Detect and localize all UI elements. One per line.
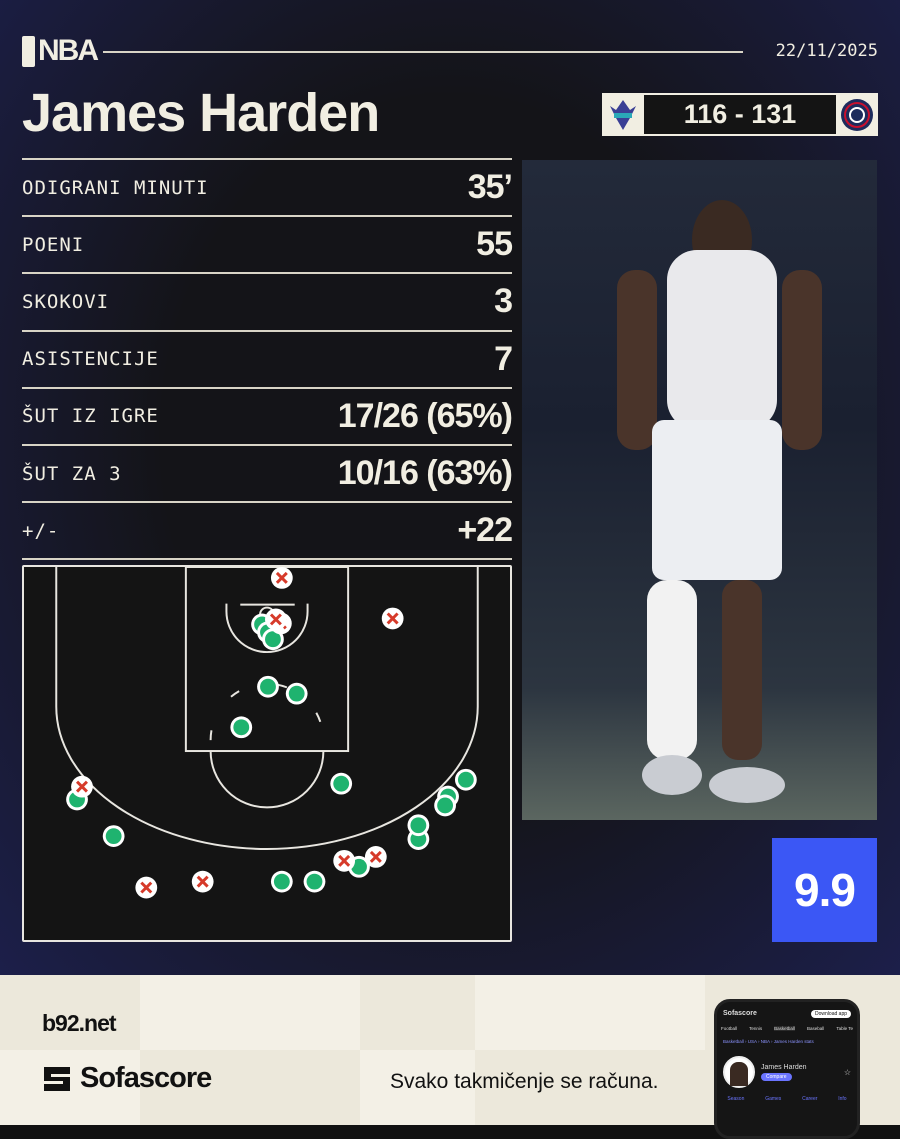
phone-subtab[interactable]: Season: [727, 1096, 745, 1102]
stat-value: 7: [494, 339, 513, 378]
stat-value: 17/26 (65%): [337, 396, 513, 435]
shot-made: [270, 870, 293, 893]
phone-subtab[interactable]: Info: [838, 1096, 847, 1102]
player-name: James Harden: [22, 83, 380, 143]
download-app-button[interactable]: Download app: [811, 1010, 851, 1018]
stat-row: +/- +22: [22, 501, 513, 558]
compare-button[interactable]: Compare: [761, 1073, 792, 1081]
three-point-line: [55, 567, 479, 850]
shot-made: [303, 870, 326, 893]
stats-table: ODIGRANI MINUTI 35’ POENI 55 SKOKOVI 3 ASISTEN…: [22, 158, 513, 561]
shot-missed: [333, 849, 356, 872]
stat-label: SKOKOVI: [22, 290, 110, 313]
phone-sport-tab[interactable]: Football: [721, 1026, 738, 1031]
shot-missed: [191, 870, 214, 893]
phone-subtab[interactable]: Games: [765, 1096, 782, 1102]
stat-label: ŠUT ZA 3: [22, 462, 122, 485]
divider: [22, 558, 512, 561]
shot-made: [230, 716, 253, 739]
phone-breadcrumb: Basketball › USA › NBA › James Harden st…: [723, 1039, 814, 1044]
shot-made: [285, 682, 308, 705]
stat-row: ODIGRANI MINUTI 35’: [22, 158, 513, 215]
stat-value: 55: [476, 225, 513, 264]
phone-sport-tab[interactable]: Table Te: [836, 1026, 853, 1031]
shot-made: [407, 814, 430, 837]
shot-missed: [135, 876, 158, 899]
sofascore-brand: Sofascore: [80, 1062, 212, 1094]
tagline: Svako takmičenje se računa.: [390, 1070, 659, 1093]
clippers-logo-icon: [836, 93, 878, 136]
player-photo-image: [617, 200, 822, 803]
shot-made: [330, 772, 353, 795]
free-throw-circle: [209, 751, 325, 809]
sofascore-logo: Sofascore: [42, 1062, 212, 1095]
stat-value: +22: [457, 511, 513, 550]
divider: [103, 51, 743, 53]
phone-sport-tab[interactable]: Basketball: [774, 1026, 795, 1031]
stat-value: 35’: [467, 168, 513, 207]
phone-subtab[interactable]: Career: [802, 1096, 818, 1102]
stat-row: ŠUT IZ IGRE 17/26 (65%): [22, 386, 513, 444]
stat-label: POENI: [22, 233, 85, 256]
shot-made: [454, 768, 477, 791]
shot-missed: [270, 567, 293, 589]
phone-sport-tab[interactable]: Baseball: [806, 1026, 825, 1031]
stat-label: ASISTENCIJE: [22, 348, 159, 371]
league-name: NBA: [38, 34, 99, 67]
stat-label: +/-: [22, 519, 60, 542]
shot-chart: [22, 565, 512, 942]
player-avatar: [723, 1056, 755, 1088]
stat-label: ŠUT IZ IGRE: [22, 405, 159, 428]
shot-missed: [381, 607, 404, 630]
paint: [184, 566, 350, 753]
stat-row: ASISTENCIJE 7: [22, 329, 513, 387]
phone-brand: Sofascore: [723, 1010, 757, 1017]
player-rating: 9.9: [772, 838, 877, 942]
stat-row: ŠUT ZA 3 10/16 (63%): [22, 443, 513, 501]
star-icon[interactable]: ☆: [843, 1067, 851, 1077]
stat-row: POENI 55: [22, 215, 513, 272]
stat-value: 3: [494, 282, 513, 321]
nba-logo-icon: [22, 35, 35, 67]
shot-made: [257, 675, 279, 698]
sofascore-logo-icon: [44, 1066, 70, 1091]
final-score: 116 - 131: [644, 95, 836, 134]
shot-missed: [364, 846, 387, 868]
restricted-area: [225, 603, 309, 653]
phone-sport-tab[interactable]: Tennis: [749, 1026, 763, 1031]
phone-mockup: Sofascore Download app Football Tennis Bas…: [714, 999, 860, 1139]
hornets-logo-icon: [602, 93, 644, 136]
nba-logo: NBA: [22, 34, 99, 68]
scoreboard: 116 - 131: [602, 93, 878, 136]
shot-made: [102, 825, 125, 847]
shot-missed: [265, 608, 287, 631]
phone-player-name: James Harden: [761, 1064, 807, 1071]
b92-logo: b92.net: [42, 1010, 117, 1036]
match-date: 22/11/2025: [775, 41, 878, 61]
stat-label: ODIGRANI MINUTI: [22, 176, 209, 199]
stat-row: SKOKOVI 3: [22, 272, 513, 329]
player-photo: [522, 160, 877, 820]
shot-made: [434, 794, 456, 817]
stat-value: 10/16 (63%): [337, 454, 513, 493]
shot-missed: [71, 775, 93, 798]
